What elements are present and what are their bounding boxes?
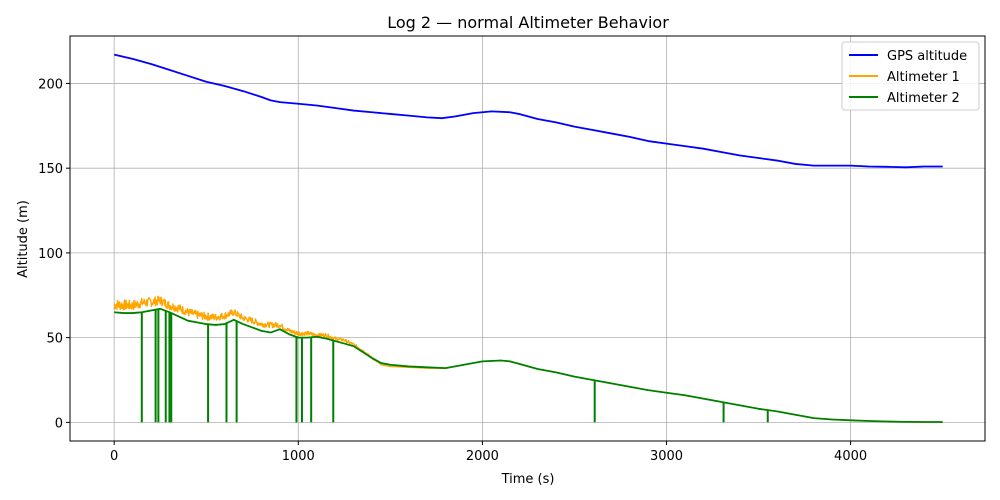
legend-label-altimeter-1: Altimeter 1 (887, 70, 960, 85)
legend-label-altimeter-2: Altimeter 2 (887, 91, 960, 106)
y-tick-label: 0 (55, 416, 63, 431)
y-tick-label: 150 (38, 162, 63, 177)
x-axis-label: Time (s) (501, 472, 555, 487)
x-tick-label: 2000 (466, 449, 499, 464)
series-line-altimeter-2 (114, 307, 943, 423)
legend-box (841, 41, 980, 111)
series-line-gps-altitude (113, 53, 943, 169)
x-tick-label: 0 (110, 449, 118, 464)
series-layer (113, 53, 943, 423)
x-tick-label: 3000 (650, 449, 683, 464)
axis-ticks: 0 1000 2000 3000 4000 0 50 100 150 200 (38, 77, 867, 464)
x-tick-label: 1000 (282, 449, 315, 464)
y-tick-label: 200 (38, 77, 63, 92)
plot-area-frame (69, 35, 986, 442)
legend-label-gps: GPS altitude (887, 49, 967, 64)
x-tick-label: 4000 (834, 449, 867, 464)
grid (70, 36, 985, 441)
y-tick-label: 50 (46, 332, 63, 347)
y-axis-label: Altitude (m) (16, 200, 31, 278)
chart-title: Log 2 — normal Altimeter Behavior (387, 13, 669, 32)
y-tick-label: 100 (38, 247, 63, 262)
legend: GPS altitude Altimeter 1 Altimeter 2 (841, 41, 980, 111)
